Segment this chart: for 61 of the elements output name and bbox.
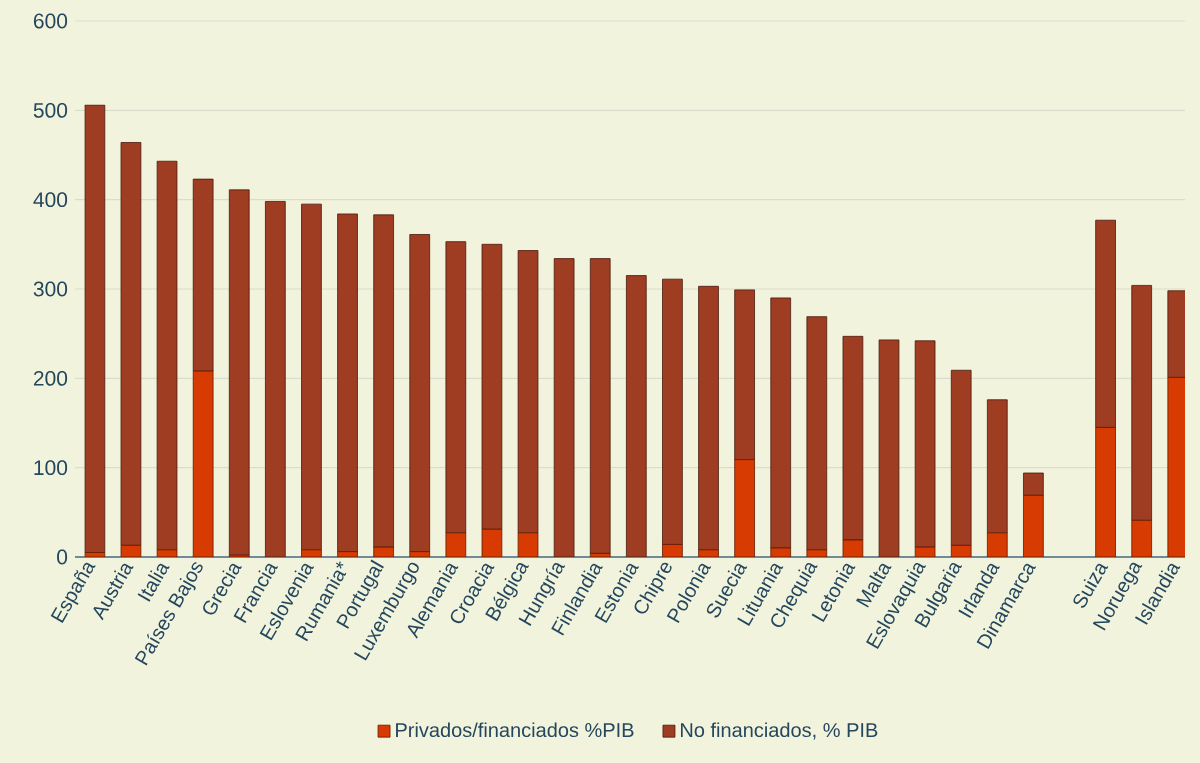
bar: [481, 243, 503, 530]
bar: [1131, 285, 1153, 521]
y-tick-label: 400: [33, 192, 68, 208]
bar: [662, 278, 683, 545]
bar: [156, 549, 178, 557]
bar: [192, 370, 214, 557]
bar: [914, 340, 936, 548]
bar: [589, 553, 611, 557]
bar: [409, 234, 431, 553]
bar: [878, 339, 900, 557]
bar: [1095, 427, 1116, 557]
bar: [445, 241, 467, 534]
bar: [517, 250, 539, 534]
bar: [301, 549, 322, 557]
bar: [986, 532, 1008, 557]
y-tick-label: 200: [33, 370, 68, 386]
bar: [950, 369, 972, 546]
bar: [445, 532, 467, 557]
y-tick-label: 300: [33, 281, 68, 297]
bar: [337, 551, 358, 557]
bar: [734, 289, 755, 461]
bar: [770, 547, 792, 557]
bar: [806, 316, 828, 551]
bar: [120, 544, 142, 557]
y-tick-label: 600: [33, 13, 68, 29]
legend-label: No financiados, % PIB: [680, 722, 878, 740]
bar: [842, 539, 864, 557]
bar: [698, 285, 719, 551]
bar: [156, 160, 178, 551]
bar: [770, 297, 792, 549]
bar: [914, 546, 936, 557]
bar: [1023, 472, 1044, 496]
bar: [481, 528, 503, 557]
bar: [409, 551, 431, 557]
bar: [1131, 519, 1153, 557]
y-tick-label: 100: [34, 460, 68, 476]
bar: [84, 552, 106, 557]
bar: [373, 546, 394, 557]
bar: [517, 532, 539, 557]
bar: [84, 104, 106, 553]
bar: [192, 178, 214, 372]
bar: [698, 549, 719, 557]
bar: [986, 399, 1008, 534]
bar: [1023, 494, 1044, 557]
bar: [301, 203, 322, 551]
bar: [265, 201, 286, 557]
bar: [228, 189, 250, 556]
bar: [662, 544, 683, 557]
y-tick-label: 500: [33, 102, 68, 118]
bar: [589, 258, 611, 554]
bar: [120, 142, 142, 546]
bar: [1095, 219, 1116, 428]
bar: [806, 549, 828, 557]
bar: [842, 335, 864, 541]
bar: [337, 213, 358, 553]
bar: [553, 258, 575, 557]
bar: [625, 275, 647, 557]
bar: [734, 459, 755, 557]
bar: [950, 544, 972, 557]
legend-label: Privados/financiados %PIB: [396, 722, 634, 738]
bar: [373, 214, 394, 548]
